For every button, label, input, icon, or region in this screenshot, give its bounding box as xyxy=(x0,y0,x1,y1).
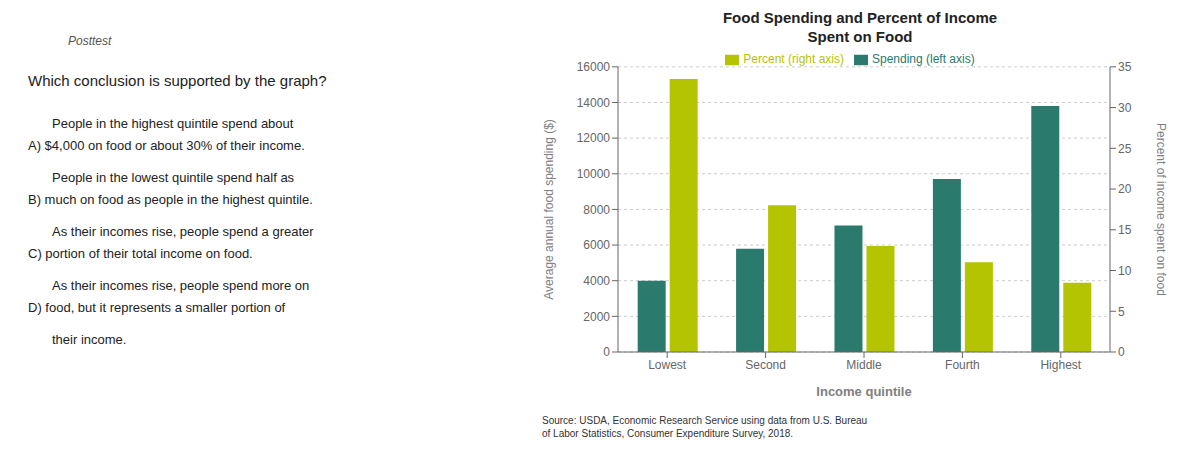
svg-text:15: 15 xyxy=(1118,223,1132,237)
svg-text:0: 0 xyxy=(603,345,610,359)
svg-text:Highest: Highest xyxy=(1040,358,1081,372)
html-text:As their incomes rise, people: As their incomes rise, people spend a gr… xyxy=(52,224,314,239)
svg-text:Middle: Middle xyxy=(846,358,882,372)
html-text:C) portion of their total inco: C) portion of their total income on food… xyxy=(28,246,253,261)
svg-text:5: 5 xyxy=(1118,305,1125,319)
svg-text:Fourth: Fourth xyxy=(945,358,980,372)
svg-text:12000: 12000 xyxy=(577,131,611,145)
html-text:of Labor Statistics, Consumer: of Labor Statistics, Consumer Expenditur… xyxy=(542,428,794,439)
svg-text:16000: 16000 xyxy=(577,60,611,74)
svg-text:20: 20 xyxy=(1118,182,1132,196)
html-text:Percent (right axis): Percent (right axis) xyxy=(743,52,844,66)
svg-text:30: 30 xyxy=(1118,101,1132,115)
svg-text:10000: 10000 xyxy=(577,167,611,181)
svg-text:8000: 8000 xyxy=(583,203,610,217)
html-text:Which conclusion is supported: Which conclusion is supported by the gra… xyxy=(28,72,327,89)
svg-text:0: 0 xyxy=(1118,345,1125,359)
svg-text:4000: 4000 xyxy=(583,274,610,288)
svg-text:14000: 14000 xyxy=(577,96,611,110)
html-text:their income.: their income. xyxy=(52,332,127,347)
html-text:Spending (left axis): Spending (left axis) xyxy=(872,52,975,66)
html-text:A) $4,000 on food or about 30%: A) $4,000 on food or about 30% of their … xyxy=(28,138,305,153)
svg-text:Second: Second xyxy=(745,358,786,372)
html-text:People in the highest quintile: People in the highest quintile spend abo… xyxy=(52,116,294,131)
svg-text:Percent of income spent on foo: Percent of income spent on food xyxy=(1154,123,1168,296)
svg-text:35: 35 xyxy=(1118,60,1132,74)
html-text:D) food, but it represents a s: D) food, but it represents a smaller por… xyxy=(28,300,286,315)
html-text:Posttest: Posttest xyxy=(68,34,112,48)
svg-text:Income quintile: Income quintile xyxy=(816,384,911,399)
svg-text:Lowest: Lowest xyxy=(648,358,687,372)
svg-text:25: 25 xyxy=(1118,142,1132,156)
svg-text:Average annual food spending (: Average annual food spending ($) xyxy=(542,119,556,300)
html-text:B) much on food as people in t: B) much on food as people in the highest… xyxy=(28,192,313,207)
html-text:People in the lowest quintile: People in the lowest quintile spend half… xyxy=(52,170,295,185)
html-text:Source: USDA, Economic Researc: Source: USDA, Economic Research Service … xyxy=(542,415,868,426)
svg-text:6000: 6000 xyxy=(583,238,610,252)
html-text:As their incomes rise, people: As their incomes rise, people spend more… xyxy=(52,278,310,293)
svg-text:2000: 2000 xyxy=(583,310,610,324)
svg-text:10: 10 xyxy=(1118,264,1132,278)
html-text:Food Spending and Percent of I: Food Spending and Percent of Income xyxy=(722,9,998,26)
html-text:Spent on Food: Spent on Food xyxy=(807,28,913,45)
